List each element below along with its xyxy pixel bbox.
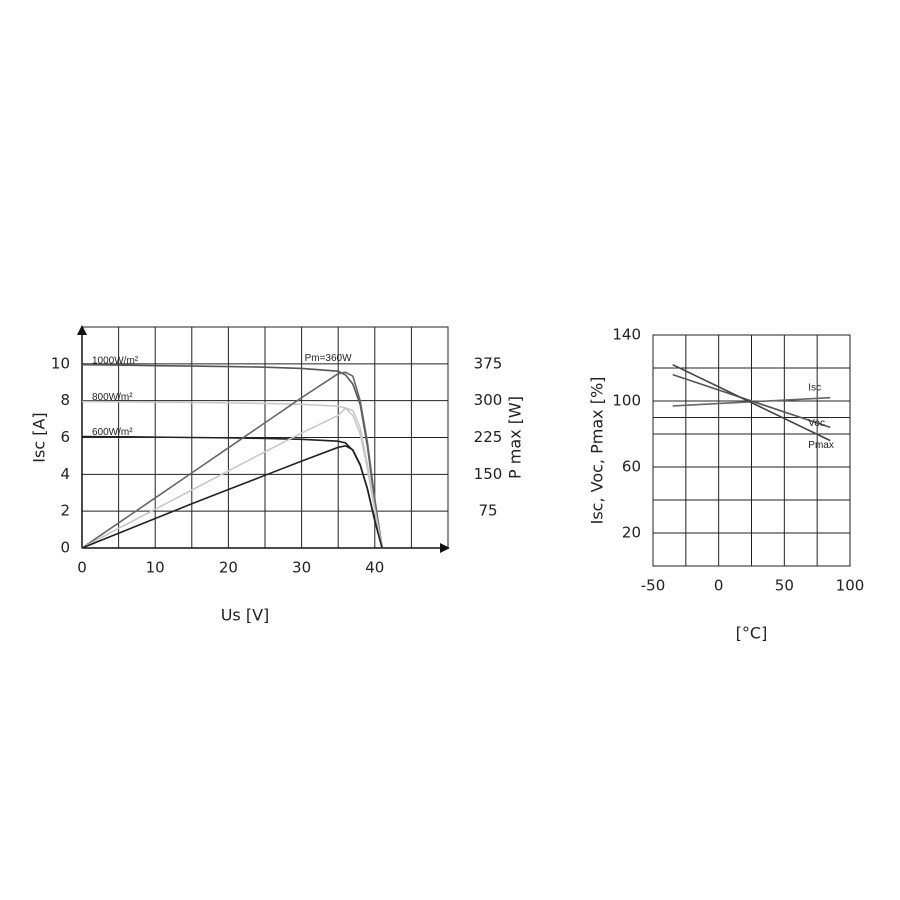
y-axis-title: Isc, Voc, Pmax [%] [588, 377, 607, 525]
y-tick-label: 0 [60, 539, 70, 557]
x-tick-label: 10 [146, 559, 165, 577]
x-tick-label: 50 [775, 577, 794, 595]
series-label: 600W/m² [92, 427, 133, 438]
y-axis-title: Isc [A] [30, 412, 49, 462]
x-axis-title: [°C] [736, 624, 768, 643]
x-tick-label: 0 [714, 577, 724, 595]
x-axis-title: Us [V] [221, 606, 270, 625]
series-line [81, 435, 383, 549]
x-tick-label: 100 [836, 577, 865, 595]
y-tick-label: 20 [622, 524, 641, 542]
x-tick-label: 30 [292, 559, 311, 577]
series-label: 800W/m² [92, 392, 133, 403]
y2-tick-label: 375 [474, 354, 503, 372]
y-tick-label: 60 [622, 458, 641, 476]
series-label: Voc [808, 418, 825, 429]
y2-tick-label: 150 [474, 465, 503, 483]
y-tick-label: 100 [612, 392, 641, 410]
series-line [81, 400, 383, 549]
series-label: 1000W/m² [92, 355, 139, 366]
x-tick-label: 40 [365, 559, 384, 577]
series-line [81, 371, 383, 549]
series-label: Isc [808, 382, 821, 393]
y-tick-label: 6 [60, 428, 70, 446]
series-line [672, 373, 831, 429]
series-line [81, 445, 383, 549]
x-tick-label: 20 [219, 559, 238, 577]
y-tick-label: 140 [612, 326, 641, 344]
annotation: Pm=360W [305, 353, 353, 364]
y-tick-label: 4 [60, 465, 70, 483]
y-tick-label: 8 [60, 391, 70, 409]
y2-tick-label: 300 [474, 391, 503, 409]
series-label: Pmax [808, 440, 834, 451]
y2-tick-label: 75 [478, 502, 497, 520]
x-tick-label: -50 [641, 577, 666, 595]
y-tick-label: 10 [51, 354, 70, 372]
series-line [81, 407, 383, 549]
y2-axis-title: P max [W] [506, 396, 525, 479]
series-line [672, 363, 831, 442]
y2-tick-label: 225 [474, 428, 503, 446]
y-tick-label: 2 [60, 502, 70, 520]
x-tick-label: 0 [77, 559, 87, 577]
